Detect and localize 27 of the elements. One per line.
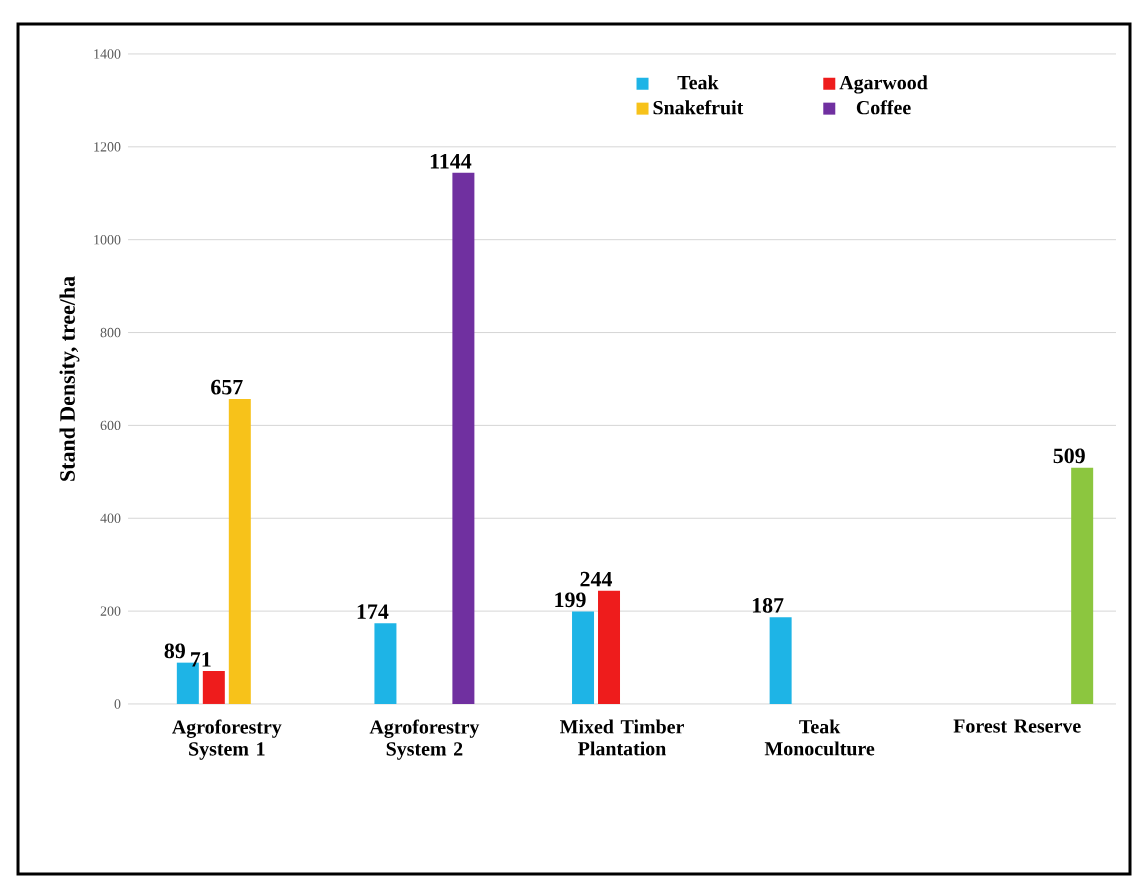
data-label: 71 bbox=[191, 652, 211, 667]
bar bbox=[572, 611, 595, 704]
x-tick-label: Teak Monoculture bbox=[764, 719, 875, 756]
legend-label: Snakefruit bbox=[653, 100, 744, 115]
x-tick-label: Forest Reserve bbox=[953, 719, 1081, 733]
data-label: 187 bbox=[752, 597, 784, 613]
x-tick-label: Agroforestry System 2 bbox=[369, 719, 480, 760]
bar bbox=[228, 398, 251, 704]
legend-label: Teak bbox=[677, 75, 719, 90]
data-label: 244 bbox=[580, 571, 613, 587]
bar bbox=[452, 172, 475, 704]
bar bbox=[202, 671, 225, 704]
bar bbox=[1071, 467, 1094, 704]
bar bbox=[374, 623, 397, 704]
x-tick-label: Mixed Timber Plantation bbox=[560, 719, 684, 756]
data-label: 89 bbox=[164, 643, 185, 659]
x-tick-label: Agroforestry System 1 bbox=[172, 719, 282, 760]
data-label: 1144 bbox=[430, 153, 472, 169]
legend-label: Coffee bbox=[856, 100, 911, 115]
data-label: 509 bbox=[1053, 448, 1085, 464]
bar bbox=[598, 590, 621, 704]
data-label: 174 bbox=[357, 604, 389, 619]
legend-label: Agarwood bbox=[839, 75, 928, 94]
data-label: 657 bbox=[211, 379, 243, 395]
y-axis-title: Stand Density, tree/ha bbox=[59, 276, 80, 481]
bar bbox=[769, 617, 792, 704]
data-label: 199 bbox=[555, 592, 586, 608]
